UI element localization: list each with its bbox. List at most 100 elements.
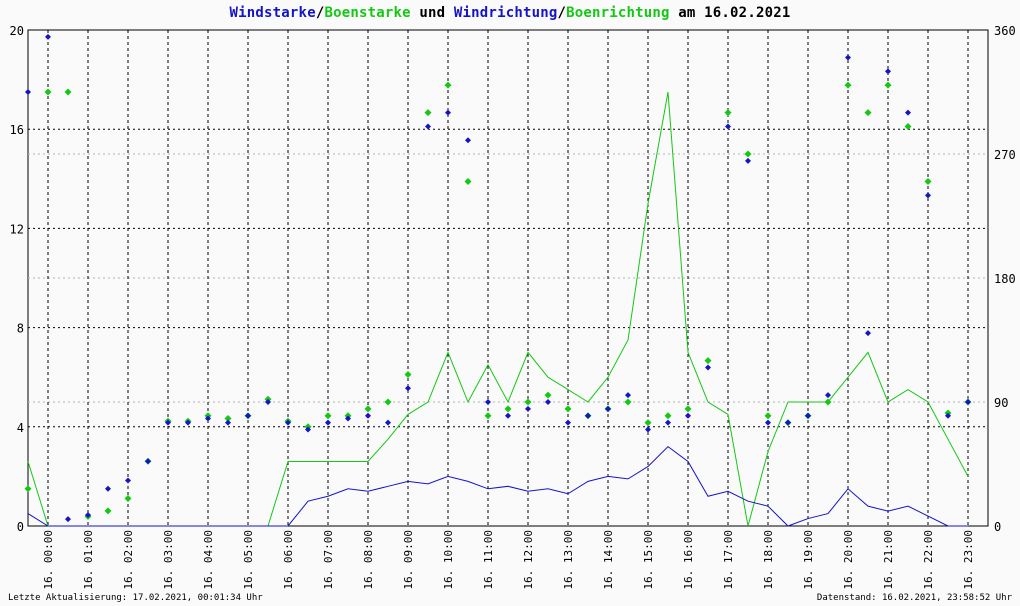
series-windrichtung-point — [665, 419, 671, 426]
series-boenrichtung-point — [484, 412, 492, 420]
series-boenrichtung-point — [444, 81, 452, 89]
series-windrichtung-point — [425, 123, 431, 130]
series-boenrichtung-point — [24, 485, 32, 493]
y-left-tick-label: 0 — [17, 520, 24, 534]
series-windrichtung-point — [25, 89, 31, 95]
series-boenrichtung-point — [624, 398, 632, 406]
series-boenrichtung-point — [744, 150, 752, 158]
series-windrichtung-point — [585, 412, 591, 419]
series-boenrichtung-point — [364, 405, 372, 413]
y-right-tick-label: 180 — [994, 272, 1016, 286]
y-right-tick-label: 270 — [994, 148, 1016, 162]
x-tick-label: 16. 21:00 — [882, 530, 895, 590]
series-windrichtung-point — [445, 109, 451, 116]
series-windrichtung-point — [165, 419, 171, 426]
series-boenrichtung-point — [824, 398, 832, 406]
series-windrichtung-point — [225, 419, 231, 426]
series-windrichtung-point — [685, 412, 691, 419]
x-tick-label: 16. 15:00 — [642, 530, 655, 590]
series-boenrichtung-point — [104, 507, 112, 515]
x-tick-label: 16. 04:00 — [202, 530, 215, 590]
series-windrichtung-point — [325, 419, 331, 426]
series-windrichtung-point — [285, 419, 291, 426]
series-windrichtung-point — [565, 419, 571, 426]
x-tick-label: 16. 23:00 — [962, 530, 975, 590]
series-boenrichtung-point — [684, 405, 692, 413]
series-boenrichtung-point — [884, 81, 892, 89]
series-windrichtung-point — [765, 419, 771, 426]
series-windrichtung-point — [105, 485, 111, 492]
series-boenrichtung-point — [904, 122, 912, 130]
series-windrichtung-point — [265, 399, 271, 405]
y-left-tick-label: 8 — [17, 322, 24, 336]
series-windrichtung-point — [805, 412, 811, 419]
x-tick-label: 16. 22:00 — [922, 530, 935, 590]
series-boenrichtung-point — [464, 178, 472, 186]
series-windrichtung-point — [65, 516, 71, 523]
series-boenrichtung-point — [324, 412, 332, 420]
series-windrichtung-point — [845, 54, 851, 61]
series-boenrichtung-point — [924, 178, 932, 186]
series-windrichtung-point — [785, 419, 791, 426]
series-boenrichtung-point — [424, 109, 432, 117]
series-windrichtung-point — [625, 392, 631, 399]
y-left-tick-label: 20 — [10, 24, 24, 38]
x-tick-label: 16. 14:00 — [602, 530, 615, 590]
series-boenrichtung-point — [544, 391, 552, 399]
x-tick-label: 16. 20:00 — [842, 530, 855, 590]
series-windrichtung-point — [905, 109, 911, 116]
y-left-tick-label: 16 — [10, 123, 24, 137]
chart-title: Windstarke/Boenstarke und Windrichtung/B… — [0, 5, 1020, 21]
series-windrichtung-point — [745, 157, 751, 164]
series-boenrichtung-point — [44, 88, 52, 96]
x-tick-label: 16. 07:00 — [322, 530, 335, 590]
x-tick-label: 16. 08:00 — [362, 530, 375, 590]
x-tick-label: 16. 03:00 — [162, 530, 175, 590]
series-windrichtung-point — [305, 426, 311, 433]
title-windrichtung: Windrichtung — [453, 5, 558, 21]
series-boenrichtung-point — [764, 412, 772, 420]
series-boenstarke-line — [27, 91, 969, 527]
x-tick-label: 16. 12:00 — [522, 530, 535, 590]
series-windrichtung-point — [865, 330, 871, 337]
x-tick-label: 16. 05:00 — [242, 530, 255, 590]
series-windrichtung-point — [705, 364, 711, 371]
series-boenrichtung-point — [404, 370, 412, 378]
series-boenrichtung-point — [644, 419, 652, 427]
y-left-tick-label: 12 — [10, 222, 24, 236]
x-tick-label: 16. 11:00 — [482, 530, 495, 590]
series-windrichtung-point — [145, 458, 151, 465]
series-windrichtung-point — [125, 477, 131, 484]
series-boenrichtung-point — [724, 109, 732, 117]
x-tick-label: 16. 09:00 — [402, 530, 415, 590]
series-windrichtung-point — [185, 419, 191, 426]
x-tick-label: 16. 19:00 — [802, 530, 815, 590]
title-boenstarke: Boenstarke — [324, 5, 411, 21]
series-windrichtung-point — [85, 511, 91, 518]
x-tick-label: 16. 00:00 — [42, 530, 55, 590]
series-windstarke-line — [27, 445, 968, 527]
series-windrichtung-point — [525, 405, 531, 412]
footer-data-status: Datenstand: 16.02.2021, 23:58:52 Uhr — [816, 593, 1012, 603]
title-date: am 16.02.2021 — [669, 5, 791, 21]
series-windrichtung-point — [545, 399, 551, 405]
x-tick-label: 16. 02:00 — [122, 530, 135, 590]
series-windrichtung-point — [205, 415, 211, 422]
title-und: und — [410, 5, 454, 21]
series-boenrichtung-point — [704, 357, 712, 365]
series-windrichtung-point — [365, 412, 371, 419]
series-windrichtung-point — [605, 405, 611, 412]
x-tick-label: 16. 13:00 — [562, 530, 575, 590]
series-boenrichtung-point — [384, 398, 392, 406]
footer-last-update: Letzte Aktualisierung: 17.02.2021, 00:01… — [8, 593, 263, 603]
series-windrichtung-point — [725, 123, 731, 130]
x-tick-label: 16. 18:00 — [762, 530, 775, 590]
series-boenrichtung-point — [864, 109, 872, 117]
series-boenrichtung-point — [224, 415, 232, 423]
series-boenrichtung-point — [124, 494, 132, 502]
series-windrichtung-point — [245, 412, 251, 419]
series-windrichtung-point — [945, 412, 951, 419]
series-boenrichtung-point — [504, 405, 512, 413]
x-tick-label: 16. 06:00 — [282, 530, 295, 590]
series-windrichtung-point — [505, 412, 511, 419]
